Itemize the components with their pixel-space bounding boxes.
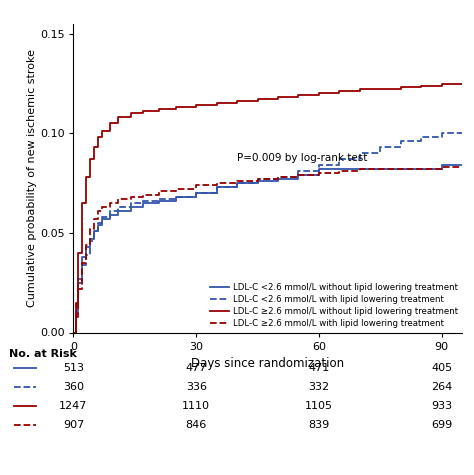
Y-axis label: Cumulative probability of new ischemic stroke: Cumulative probability of new ischemic s… xyxy=(27,49,37,307)
Text: P=0.009 by log-rank test: P=0.009 by log-rank test xyxy=(237,153,367,163)
Legend: LDL-C <2.6 mmol/L without lipid lowering treatment, LDL-C <2.6 mmol/L with lipid: LDL-C <2.6 mmol/L without lipid lowering… xyxy=(210,283,458,328)
Text: 360: 360 xyxy=(63,382,84,392)
Text: 907: 907 xyxy=(63,420,84,430)
Text: 513: 513 xyxy=(63,363,84,373)
Text: 1247: 1247 xyxy=(59,401,88,411)
Text: No. at Risk: No. at Risk xyxy=(9,349,77,359)
Text: 699: 699 xyxy=(431,420,452,430)
Text: 471: 471 xyxy=(308,363,329,373)
Text: 839: 839 xyxy=(308,420,329,430)
Text: 264: 264 xyxy=(431,382,452,392)
Text: 1110: 1110 xyxy=(182,401,210,411)
Text: 332: 332 xyxy=(309,382,329,392)
Text: 1105: 1105 xyxy=(305,401,333,411)
Text: 933: 933 xyxy=(431,401,452,411)
Text: 846: 846 xyxy=(186,420,207,430)
Text: 405: 405 xyxy=(431,363,452,373)
Text: 336: 336 xyxy=(186,382,207,392)
X-axis label: Days since randomization: Days since randomization xyxy=(191,357,345,370)
Text: 477: 477 xyxy=(185,363,207,373)
